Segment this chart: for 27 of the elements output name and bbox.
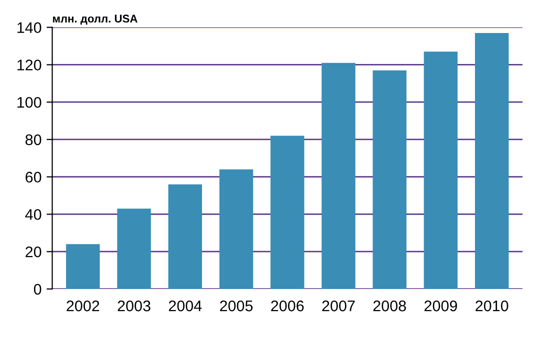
bar: [424, 52, 458, 289]
bar: [270, 136, 304, 289]
y-tick-label: 120: [18, 60, 42, 70]
bar: [66, 244, 100, 289]
y-tick-label: 20: [26, 246, 42, 258]
y-axis-title: млн. долл. USA: [53, 14, 138, 25]
bar: [168, 184, 202, 289]
bar: [322, 62, 356, 289]
y-tick-label: 140: [18, 22, 42, 34]
y-tick-label: 0: [34, 284, 42, 295]
x-tick-label: 2007: [322, 300, 355, 312]
y-tick-label: 60: [26, 172, 42, 183]
x-tick-label: 2008: [373, 300, 406, 312]
x-tick-label: 2006: [271, 300, 304, 312]
x-tick-label: 2010: [476, 300, 508, 312]
bar: [117, 208, 151, 289]
y-tick-label: 100: [18, 96, 42, 108]
y-tick-label: 80: [26, 134, 42, 146]
x-tick-label: 2002: [66, 300, 100, 312]
bar: [372, 70, 406, 289]
bar: [219, 169, 254, 289]
x-tick-label: 2005: [220, 300, 253, 312]
bar: [474, 32, 509, 289]
x-tick-label: 2003: [118, 300, 150, 312]
x-tick-label: 2004: [168, 300, 202, 312]
x-tick-label: 2009: [424, 300, 457, 312]
y-tick-label: 40: [25, 209, 42, 220]
